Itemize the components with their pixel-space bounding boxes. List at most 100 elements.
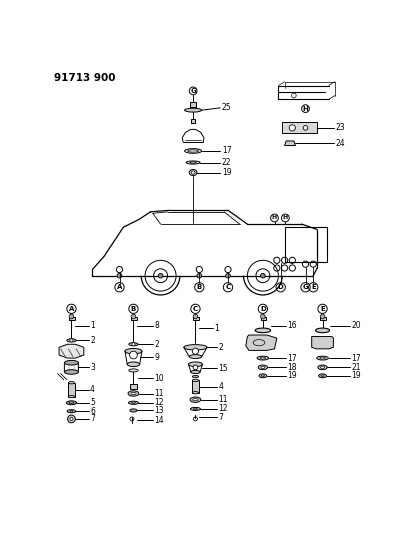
Ellipse shape [321, 375, 324, 377]
Text: 4: 4 [90, 385, 95, 394]
Ellipse shape [128, 391, 139, 396]
Text: 1: 1 [214, 324, 219, 333]
Text: 23: 23 [336, 123, 345, 132]
Polygon shape [246, 335, 277, 350]
Ellipse shape [127, 362, 140, 367]
Ellipse shape [185, 108, 202, 112]
Ellipse shape [67, 410, 76, 413]
Text: 11: 11 [219, 395, 228, 404]
Ellipse shape [131, 392, 136, 394]
Text: A: A [69, 306, 74, 312]
Text: 17: 17 [222, 147, 231, 156]
Text: C: C [225, 284, 230, 290]
Bar [261, 317, 266, 320]
Text: 13: 13 [154, 406, 164, 415]
Circle shape [197, 273, 202, 278]
Text: 5: 5 [90, 398, 95, 407]
Ellipse shape [259, 374, 267, 378]
Ellipse shape [66, 401, 76, 405]
Circle shape [192, 348, 199, 354]
Ellipse shape [192, 379, 199, 382]
Text: 15: 15 [219, 364, 228, 373]
Ellipse shape [125, 349, 142, 354]
Ellipse shape [319, 374, 326, 378]
Ellipse shape [185, 149, 202, 154]
Ellipse shape [190, 397, 201, 402]
Text: E: E [311, 284, 316, 290]
Ellipse shape [68, 382, 74, 384]
Text: 16: 16 [288, 321, 297, 330]
Text: 7: 7 [219, 413, 224, 422]
Ellipse shape [69, 402, 74, 403]
Ellipse shape [70, 410, 73, 412]
Ellipse shape [189, 354, 202, 359]
Text: 2: 2 [90, 336, 95, 345]
Text: 3: 3 [90, 363, 95, 372]
Ellipse shape [193, 399, 198, 401]
Circle shape [261, 273, 265, 278]
Circle shape [193, 365, 198, 370]
Circle shape [158, 273, 163, 278]
Text: 12: 12 [219, 405, 228, 414]
Bar [130, 384, 137, 389]
Ellipse shape [64, 360, 78, 365]
Circle shape [132, 343, 135, 346]
Text: 9: 9 [154, 353, 159, 362]
Text: A: A [117, 284, 122, 290]
Circle shape [292, 93, 296, 98]
Text: H: H [283, 215, 288, 221]
Bar [282, 123, 317, 133]
Bar [192, 381, 199, 393]
Text: 8: 8 [154, 321, 159, 330]
Bar [191, 119, 195, 123]
Ellipse shape [186, 161, 200, 164]
Text: 1: 1 [90, 321, 95, 330]
Text: 19: 19 [288, 372, 297, 381]
Circle shape [68, 415, 75, 423]
Text: 20: 20 [351, 321, 361, 330]
Ellipse shape [189, 169, 197, 175]
Text: 17: 17 [288, 353, 297, 362]
Circle shape [226, 273, 230, 278]
Ellipse shape [192, 392, 199, 394]
Ellipse shape [193, 408, 197, 410]
Text: 91713 900: 91713 900 [55, 73, 116, 83]
Ellipse shape [261, 375, 264, 377]
Text: 4: 4 [219, 382, 224, 391]
Text: 6: 6 [90, 407, 95, 416]
Polygon shape [285, 141, 295, 146]
Ellipse shape [191, 171, 195, 174]
Text: 21: 21 [351, 363, 361, 372]
Text: 12: 12 [154, 398, 164, 407]
Text: H: H [272, 215, 277, 221]
Ellipse shape [320, 357, 325, 359]
Ellipse shape [191, 370, 200, 374]
Ellipse shape [261, 366, 265, 368]
Circle shape [303, 126, 308, 130]
Text: B: B [197, 284, 202, 290]
Ellipse shape [129, 369, 138, 372]
Ellipse shape [255, 328, 271, 333]
Ellipse shape [258, 365, 267, 370]
Ellipse shape [316, 328, 330, 333]
Text: H: H [302, 106, 308, 111]
Text: 10: 10 [154, 374, 164, 383]
Bar [68, 383, 74, 397]
Text: 2: 2 [219, 343, 223, 352]
Circle shape [117, 273, 122, 278]
Ellipse shape [129, 343, 138, 346]
Ellipse shape [321, 366, 324, 368]
Text: D: D [260, 306, 266, 312]
Circle shape [289, 125, 295, 131]
Polygon shape [59, 344, 84, 358]
Text: D: D [278, 284, 284, 290]
Text: 11: 11 [154, 389, 164, 398]
Text: 18: 18 [288, 363, 297, 372]
Circle shape [69, 314, 74, 319]
Circle shape [320, 314, 325, 319]
Ellipse shape [68, 395, 74, 398]
Text: C: C [193, 306, 198, 312]
Text: 25: 25 [222, 103, 231, 112]
Ellipse shape [129, 401, 139, 405]
Bar [69, 317, 74, 320]
